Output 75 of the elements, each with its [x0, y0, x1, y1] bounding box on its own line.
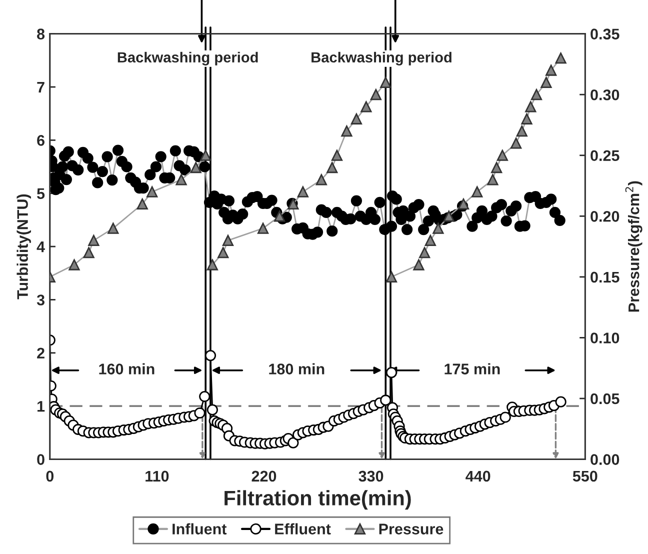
point	[521, 113, 532, 124]
annotation: 180 min	[269, 363, 324, 374]
point	[487, 174, 498, 186]
point	[190, 162, 202, 174]
y2-tick-label: 0.30	[590, 89, 620, 100]
point	[555, 52, 566, 64]
point	[200, 150, 212, 161]
y-tick-label: 7	[37, 82, 44, 93]
legend-label: Influent	[172, 523, 227, 534]
annotation: Backwashing period	[312, 52, 452, 66]
point	[360, 101, 372, 112]
point	[472, 186, 483, 198]
point	[510, 138, 522, 149]
y2-tick-label: 0.35	[590, 28, 620, 40]
point	[331, 150, 343, 161]
point	[297, 186, 308, 198]
x-tick-label: 220	[252, 470, 276, 482]
point	[341, 125, 352, 137]
y-tick-label: 1	[38, 401, 45, 412]
y2-tick-label: 0.20	[590, 211, 620, 222]
point	[316, 174, 327, 186]
y-axis-title: Turbidity(NTU)	[16, 194, 31, 300]
point	[419, 247, 430, 258]
annotation: 175 min	[444, 363, 500, 374]
point	[176, 174, 187, 186]
x-tick-label: 0	[46, 470, 54, 482]
y2-axis-title: Pressure(kgf/cm$^{2}$)	[625, 181, 642, 312]
point	[413, 259, 424, 270]
y-tick-label: 0	[37, 454, 44, 465]
x-tick-label: 550	[572, 470, 598, 482]
point	[350, 113, 362, 124]
y-tick-label: 8	[37, 28, 45, 40]
y-tick-label: 2	[37, 348, 44, 358]
x-axis-title: Filtration time(min)	[224, 490, 411, 510]
point	[458, 198, 470, 210]
point	[491, 162, 502, 174]
point	[68, 259, 80, 270]
point	[380, 76, 392, 88]
point	[540, 76, 552, 88]
y2-tick-label: 0.00	[590, 454, 620, 465]
point	[370, 89, 382, 100]
point	[525, 101, 536, 112]
y2-tick-label: 0.10	[590, 332, 620, 344]
annotation: Backwashing period	[118, 52, 258, 66]
point	[386, 271, 398, 282]
point	[530, 89, 542, 100]
point	[88, 234, 100, 246]
y2-tick-label: 0.05	[590, 393, 620, 404]
y2-tick-label: 0.15	[590, 272, 620, 283]
point	[218, 247, 229, 258]
y-tick-label: 5	[37, 188, 45, 200]
y-tick-label: 3	[36, 294, 44, 306]
legend-label: Effluent	[275, 523, 331, 534]
point	[146, 186, 158, 198]
point	[326, 162, 338, 174]
point	[206, 259, 218, 270]
annotation: 160 min	[99, 363, 154, 374]
point	[136, 198, 148, 210]
point	[257, 222, 269, 234]
point	[424, 234, 436, 246]
legend-label: Pressure	[379, 524, 444, 534]
y-tick-label: 6	[37, 135, 44, 146]
y2-tick-label: 0.25	[590, 150, 620, 162]
x-tick-label: 110	[146, 470, 169, 482]
point	[83, 247, 94, 258]
point	[432, 222, 444, 234]
point	[516, 125, 528, 137]
point	[546, 64, 557, 76]
point	[108, 222, 119, 234]
point	[274, 210, 286, 222]
x-tick-label: 440	[466, 470, 490, 482]
y-tick-label: 4	[36, 242, 45, 252]
point	[496, 150, 508, 161]
x-tick-label: 330	[358, 470, 384, 482]
point	[222, 234, 234, 246]
